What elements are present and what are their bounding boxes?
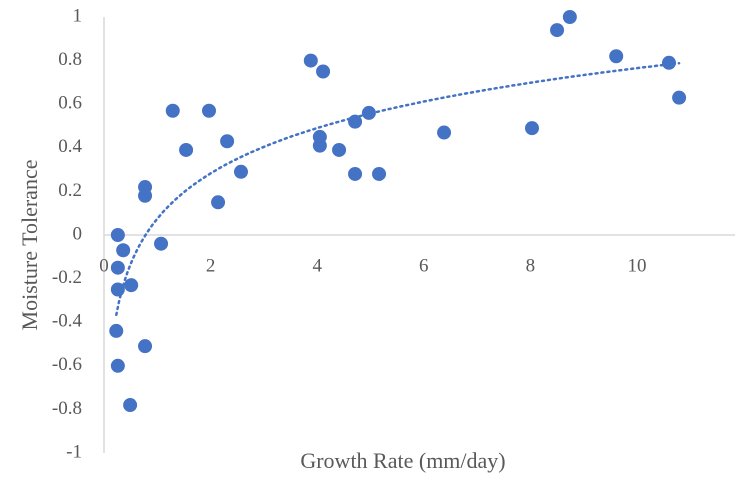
data-point [110, 228, 125, 242]
x-tick-label: 2 [206, 255, 216, 276]
data-point [110, 358, 125, 373]
data-point [348, 114, 363, 129]
data-point [220, 134, 235, 149]
y-tick-label: 0.6 [58, 93, 82, 114]
data-point [123, 398, 138, 413]
data-point [124, 278, 139, 293]
y-tick-label: 0.2 [58, 180, 82, 201]
trendline [115, 61, 681, 317]
data-point [316, 64, 331, 79]
y-tick-label: 1 [73, 5, 83, 26]
data-point [372, 166, 387, 181]
x-tick-label: 4 [312, 255, 322, 276]
y-tick-label: 0.4 [58, 136, 82, 157]
data-point [110, 260, 125, 275]
data-point [109, 323, 124, 338]
data-point [303, 53, 318, 68]
y-tick-label: -0.8 [52, 398, 82, 419]
data-point [562, 10, 577, 24]
data-point [361, 105, 376, 120]
y-tick-label: 0 [73, 223, 83, 244]
x-tick-label: 10 [628, 255, 647, 276]
data-point [609, 49, 624, 64]
data-point [138, 188, 153, 203]
y-tick-label: 0.8 [58, 49, 82, 70]
data-point [332, 142, 347, 157]
data-point [211, 195, 226, 210]
y-tick-label: -1 [66, 441, 82, 462]
data-point [202, 103, 217, 118]
data-point [312, 138, 327, 153]
y-tick-label: -0.6 [52, 354, 82, 375]
data-point [661, 55, 676, 70]
data-point [110, 282, 125, 297]
y-axis-title: Moisture Tolerance [17, 160, 42, 331]
x-tick-label: 6 [419, 255, 429, 276]
data-point [233, 164, 248, 179]
x-axis-title: Growth Rate (mm/day) [300, 448, 505, 473]
data-point [524, 121, 539, 136]
data-point [116, 243, 131, 258]
data-point [672, 90, 687, 105]
data-point [437, 125, 452, 140]
data-point [179, 142, 194, 157]
data-point [165, 103, 180, 118]
data-point [154, 236, 169, 251]
y-tick-label: -0.2 [52, 267, 82, 288]
data-point [550, 23, 565, 38]
data-point [138, 339, 153, 354]
data-point [348, 166, 363, 181]
y-tick-label: -0.4 [52, 311, 83, 332]
x-tick-label: 8 [526, 255, 536, 276]
x-tick-label: 0 [99, 255, 109, 276]
